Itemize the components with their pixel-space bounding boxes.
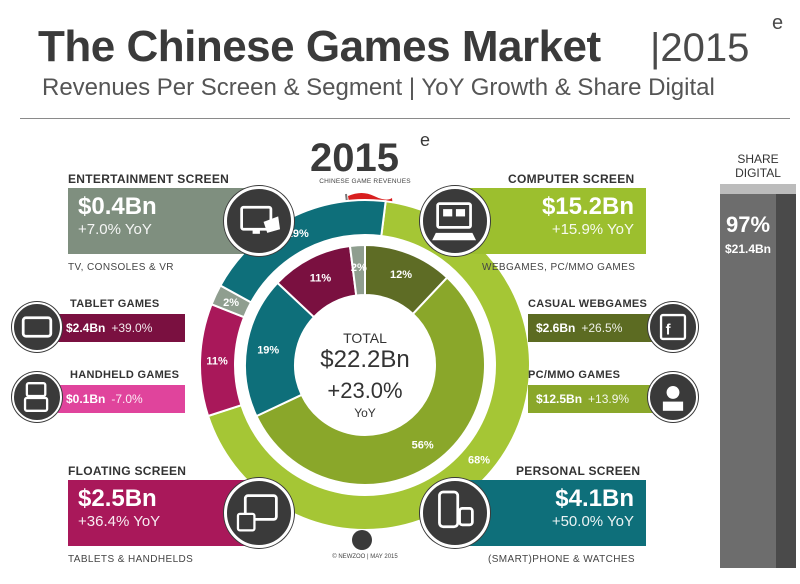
outer-ring-label-2: 2% [223,297,239,309]
casual-yoy: +26.5% [581,321,623,335]
floating-sub: TABLETS & HANDHELDS [68,554,194,565]
inner-ring-slice-4 [348,243,366,297]
floating-title: FLOATING SCREEN [68,464,187,478]
computer-title: COMPUTER SCREEN [508,172,635,186]
svg-text:f: f [666,322,671,338]
inner-ring-slice-1 [255,276,486,486]
share-pct: 97% [725,212,771,237]
pc-mmo-icon [648,372,698,422]
footer-credit: © NEWZOO | MAY 2015 [332,554,398,560]
tablet-title: TABLET GAMES [70,298,160,310]
total-value: $22.2Bn [320,346,410,373]
casual-box: $2.6Bn +26.5% [528,314,656,342]
tablet-box: $2.4Bn +39.0% [58,314,185,342]
handheld-value: $0.1Bn [66,392,106,406]
outer-ring-label-1: 11% [206,355,228,367]
ring-labels: 68%11%2%19%12%56%19%11%2% [206,228,490,466]
total-yoy: +23.0% [327,378,403,403]
page-title: The Chinese Games Market [38,22,601,71]
page-subtitle: Revenues Per Screen & Segment | YoY Grow… [42,74,715,101]
inner-ring-label-0: 12% [390,269,412,281]
pcmmo-box: $12.5Bn +13.9% [528,385,656,413]
casual-value: $2.6Bn [536,321,576,335]
header-divider [20,118,790,119]
pcmmo-yoy: +13.9% [588,392,630,406]
title-year-superscript: e [772,12,784,34]
share-label-line-1: SHARE [737,152,779,166]
title-year: |2015 [650,26,750,70]
tablet-handheld-icon [224,478,294,548]
inner-ring-label-2: 19% [257,345,279,357]
center-year-superscript: e [420,130,431,150]
entertainment-title: ENTERTAINMENT SCREEN [68,172,230,186]
pcmmo-value: $12.5Bn [536,392,583,406]
pcmmo-title: PC/MMO GAMES [528,369,621,381]
entertainment-sub: TV, CONSOLES & VR [68,262,174,273]
tablet-yoy: +39.0% [111,321,153,335]
handheld-box: $0.1Bn -7.0% [58,385,185,413]
total-yoy-label: YoY [354,406,376,420]
floating-yoy: +36.4% YoY [78,513,161,530]
handheld-yoy: -7.0% [111,392,143,406]
inner-ring [244,243,486,486]
entertainment-yoy: +7.0% YoY [78,221,152,238]
inner-ring-label-1: 56% [412,439,434,451]
casual-title: CASUAL WEBGAMES [528,298,648,310]
share-digital-label: SHARE DIGITAL [720,152,796,180]
inner-ring-label-4: 2% [351,262,367,274]
computer-box: $15.2Bn +15.9% YoY [462,188,646,254]
computer-icon [420,186,490,256]
computer-sub: WEBGAMES, PC/MMO GAMES [482,262,636,273]
computer-value: $15.2Bn [541,193,634,220]
inner-ring-label-3: 11% [310,273,332,285]
tv-icon [224,186,294,256]
personal-sub: (SMART)PHONE & WATCHES [488,554,635,565]
handheld-title: HANDHELD GAMES [70,369,180,381]
share-value: $21.4Bn [724,242,772,256]
smartphone-watch-icon [420,478,490,548]
tablet-icon [12,302,62,352]
share-bar-remainder [720,184,796,194]
personal-yoy: +50.0% YoY [551,513,634,530]
outer-ring-label-0: 68% [468,454,490,466]
floating-value: $2.5Bn [78,485,157,512]
center-year: 2015 [310,136,399,180]
center-year-caption: CHINESE GAME REVENUES [319,178,411,185]
computer-yoy: +15.9% YoY [551,221,634,238]
personal-title: PERSONAL SCREEN [516,464,641,478]
personal-value: $4.1Bn [555,485,634,512]
newzoo-logo [352,530,372,550]
personal-box: $4.1Bn +50.0% YoY [462,480,646,546]
revenue-donut-chart: 68%11%2%19%12%56%19%11%2% [199,199,531,531]
share-bar-shade [776,194,796,568]
share-label-line-2: DIGITAL [735,166,781,180]
total-label: TOTAL [343,330,387,346]
tablet-value: $2.4Bn [66,321,106,335]
outer-ring-slice-0 [206,200,531,531]
handheld-console-icon [12,372,62,422]
facebook-games-icon: f [648,302,698,352]
entertainment-value: $0.4Bn [78,193,157,220]
